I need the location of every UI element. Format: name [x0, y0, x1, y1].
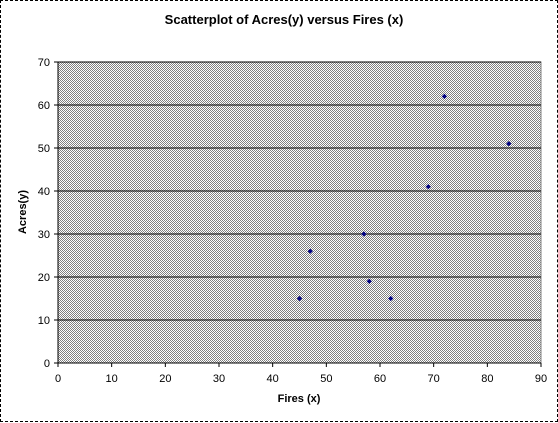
x-tick-label: 40 — [267, 373, 279, 385]
x-tick-label: 20 — [159, 373, 171, 385]
data-points — [296, 93, 512, 302]
x-tick-label: 0 — [55, 373, 61, 385]
data-point — [296, 295, 303, 302]
data-point — [441, 93, 447, 99]
data-point — [366, 278, 372, 284]
x-axis-title: Fires (x) — [278, 393, 321, 405]
y-tick-label: 20 — [38, 272, 50, 284]
data-point — [388, 295, 394, 302]
y-tick-label: 50 — [38, 143, 50, 155]
y-tick-label: 70 — [38, 57, 50, 69]
y-tick-label: 30 — [38, 229, 50, 241]
x-tick-label: 80 — [481, 373, 493, 385]
x-tick-label: 90 — [535, 373, 547, 385]
y-tick-label: 40 — [38, 186, 50, 198]
y-tick-label: 10 — [38, 315, 50, 327]
data-point — [307, 248, 313, 254]
x-tick-label: 10 — [106, 373, 118, 385]
y-tick-label: 0 — [44, 358, 50, 370]
data-point — [506, 141, 512, 147]
x-tick-label: 60 — [374, 373, 386, 385]
x-tick-label: 30 — [213, 373, 225, 385]
x-axis: 0 10 20 30 40 50 60 70 80 90 — [55, 362, 547, 385]
x-tick-label: 50 — [320, 373, 332, 385]
data-point — [425, 184, 431, 190]
data-point — [361, 231, 367, 237]
chart-title: Scatterplot of Acres(y) versus Fires (x) — [165, 12, 404, 27]
y-axis: 0 10 20 30 40 50 60 70 — [38, 57, 59, 370]
y-tick-label: 60 — [38, 100, 50, 112]
gridlines — [58, 61, 541, 321]
y-axis-title: Acres(y) — [17, 190, 29, 234]
plot-area — [57, 61, 542, 364]
x-tick-label: 70 — [428, 373, 440, 385]
